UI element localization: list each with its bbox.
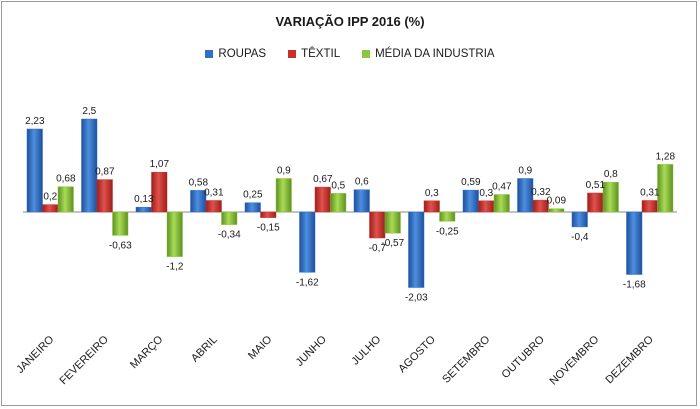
bar-roupas-9 <box>462 189 479 213</box>
bar-textil-8 <box>423 200 440 213</box>
bar-roupas-2 <box>81 118 98 213</box>
x-tick-label-1: JANEIRO <box>14 333 57 376</box>
bar-media-4 <box>221 211 238 225</box>
legend-swatch-textil <box>288 50 297 58</box>
data-label-media-5: 0,9 <box>277 166 291 177</box>
bar-roupas-6 <box>299 211 316 273</box>
x-tick-label-12: DEZEMBRO <box>603 333 656 386</box>
legend-item-textil: TÊXTIL <box>288 48 340 60</box>
data-label-textil-4: 0,31 <box>204 188 224 199</box>
data-label-media-10: 0,09 <box>547 196 567 207</box>
bar-textil-5 <box>260 211 277 218</box>
bar-roupas-3 <box>135 206 152 213</box>
x-tick-label-9: SETEMBRO <box>440 333 492 385</box>
bar-textil-12 <box>641 200 658 213</box>
data-label-textil-8: 0,3 <box>425 188 439 199</box>
data-label-media-2: -0,63 <box>109 240 132 251</box>
x-tick-label-7: JULHO <box>349 333 383 367</box>
bar-media-11 <box>602 181 619 213</box>
x-tick-label-6: JUNHO <box>294 333 330 369</box>
data-label-roupas-9: 0,59 <box>461 177 481 188</box>
data-label-media-12: 1,28 <box>656 151 676 162</box>
bar-roupas-10 <box>517 178 534 213</box>
data-label-roupas-2: 2,5 <box>82 106 96 117</box>
bar-textil-11 <box>587 192 604 213</box>
bar-media-8 <box>439 211 456 222</box>
bar-roupas-8 <box>408 211 425 288</box>
x-tick-label-5: MAIO <box>246 333 275 362</box>
bar-media-10 <box>548 208 565 213</box>
legend-label-roupas: ROUPAS <box>218 48 267 60</box>
data-label-media-3: -1,2 <box>166 262 184 273</box>
data-label-textil-11: 0,51 <box>586 180 606 191</box>
bar-textil-6 <box>314 186 331 213</box>
data-label-media-8: -0,25 <box>436 226 459 237</box>
bar-roupas-11 <box>571 211 588 228</box>
bar-media-6 <box>330 193 347 213</box>
data-label-textil-6: 0,67 <box>313 174 333 185</box>
bar-media-12 <box>657 164 674 213</box>
data-label-roupas-8: -2,03 <box>405 293 428 304</box>
data-label-textil-3: 1,07 <box>150 159 170 170</box>
bar-roupas-12 <box>626 211 643 275</box>
legend-item-media: MÉDIA DA INDUSTRIA <box>362 48 495 60</box>
data-label-roupas-4: 0,58 <box>189 177 209 188</box>
x-tick-label-10: OUTUBRO <box>500 333 548 381</box>
data-label-media-6: 0,5 <box>331 180 345 191</box>
bar-media-1 <box>57 186 74 213</box>
data-label-roupas-12: -1,68 <box>623 280 646 291</box>
data-label-textil-7: -0,7 <box>369 243 387 254</box>
legend-swatch-roupas <box>205 50 214 58</box>
data-label-roupas-5: 0,25 <box>243 190 263 201</box>
legend-label-textil: TÊXTIL <box>301 48 341 60</box>
bar-roupas-1 <box>26 128 43 213</box>
bar-textil-7 <box>369 211 386 239</box>
data-label-media-4: -0,34 <box>218 230 241 241</box>
chart-legend: ROUPAS TÊXTIL MÉDIA DA INDUSTRIA <box>0 48 700 60</box>
x-tick-label-11: NOVEMBRO <box>548 333 602 387</box>
data-label-roupas-3: 0,13 <box>134 194 154 205</box>
bar-media-5 <box>275 178 292 213</box>
data-label-roupas-10: 0,9 <box>518 166 532 177</box>
data-label-textil-9: 0,3 <box>479 188 493 199</box>
bar-textil-3 <box>151 171 168 213</box>
data-label-media-1: 0,68 <box>56 174 76 185</box>
legend-item-roupas: ROUPAS <box>205 48 266 60</box>
x-tick-label-8: AGOSTO <box>396 333 438 375</box>
data-label-textil-5: -0,15 <box>257 223 280 234</box>
bar-roupas-7 <box>353 189 370 213</box>
data-label-textil-2: 0,87 <box>95 167 115 178</box>
bar-media-7 <box>384 211 401 234</box>
bar-media-9 <box>493 194 510 213</box>
data-label-media-11: 0,8 <box>604 169 618 180</box>
bar-media-2 <box>112 211 129 236</box>
x-tick-label-4: ABRIL <box>189 334 220 365</box>
legend-label-media: MÉDIA DA INDUSTRIA <box>375 48 495 60</box>
bar-textil-10 <box>532 199 549 213</box>
data-label-media-7: -0,57 <box>381 238 404 249</box>
data-label-media-9: 0,47 <box>492 182 512 193</box>
data-label-textil-10: 0,32 <box>531 187 551 198</box>
data-label-roupas-1: 2,23 <box>25 116 45 127</box>
x-tick-label-2: FEVEREIRO <box>57 333 111 387</box>
data-label-roupas-11: -0,4 <box>571 232 589 243</box>
bar-roupas-5 <box>244 202 261 213</box>
data-label-textil-1: 0,2 <box>43 192 57 203</box>
data-label-textil-12: 0,31 <box>640 188 660 199</box>
legend-swatch-media <box>362 50 371 58</box>
x-tick-label-3: MARÇO <box>128 333 166 371</box>
chart-title: VARIAÇÃO IPP 2016 (%) <box>275 14 425 29</box>
data-label-roupas-6: -1,62 <box>296 277 319 288</box>
bar-textil-4 <box>205 200 222 213</box>
bar-textil-2 <box>96 179 113 213</box>
data-label-roupas-7: 0,6 <box>355 177 369 188</box>
bar-textil-1 <box>42 204 59 213</box>
bar-textil-9 <box>478 200 495 213</box>
bar-media-3 <box>166 211 183 257</box>
